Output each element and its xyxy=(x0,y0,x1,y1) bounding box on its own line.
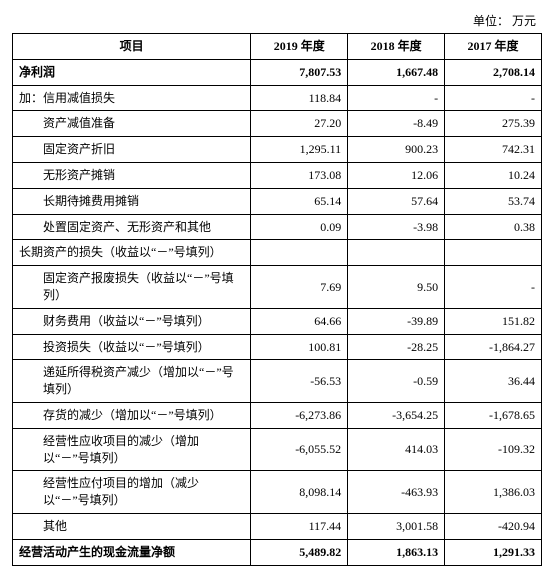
row-value: 53.74 xyxy=(445,188,542,214)
col-header-item: 项目 xyxy=(13,34,251,60)
row-value: -3,654.25 xyxy=(348,402,445,428)
row-label: 固定资产折旧 xyxy=(13,137,251,163)
row-value: 1,386.03 xyxy=(445,471,542,514)
row-value: 275.39 xyxy=(445,111,542,137)
table-row: 其他117.443,001.58-420.94 xyxy=(13,513,542,539)
row-label: 经营性应收项目的减少（增加以“－”号填列） xyxy=(13,428,251,471)
table-row: 长期待摊费用摊销65.1457.6453.74 xyxy=(13,188,542,214)
table-row: 净利润7,807.531,667.482,708.14 xyxy=(13,59,542,85)
row-label: 固定资产报废损失（收益以“－”号填列） xyxy=(13,266,251,309)
row-value: 2,708.14 xyxy=(445,59,542,85)
row-value: 100.81 xyxy=(251,334,348,360)
row-label: 经营活动产生的现金流量净额 xyxy=(13,539,251,565)
row-label: 净利润 xyxy=(13,59,251,85)
row-value: -420.94 xyxy=(445,513,542,539)
table-row: 存货的减少（增加以“－”号填列）-6,273.86-3,654.25-1,678… xyxy=(13,402,542,428)
row-value: 3,001.58 xyxy=(348,513,445,539)
row-value: 118.84 xyxy=(251,85,348,111)
row-value: -0.59 xyxy=(348,360,445,403)
row-value: - xyxy=(348,85,445,111)
row-value: -1,678.65 xyxy=(445,402,542,428)
row-value xyxy=(445,240,542,266)
table-row: 处置固定资产、无形资产和其他0.09-3.980.38 xyxy=(13,214,542,240)
row-value: 12.06 xyxy=(348,162,445,188)
row-value: 27.20 xyxy=(251,111,348,137)
row-label: 长期待摊费用摊销 xyxy=(13,188,251,214)
table-header-row: 项目 2019 年度 2018 年度 2017 年度 xyxy=(13,34,542,60)
financial-table: 项目 2019 年度 2018 年度 2017 年度 净利润7,807.531,… xyxy=(12,33,542,566)
row-value: 900.23 xyxy=(348,137,445,163)
col-header-2019: 2019 年度 xyxy=(251,34,348,60)
table-row: 财务费用（收益以“－”号填列）64.66-39.89151.82 xyxy=(13,308,542,334)
table-row: 资产减值准备27.20-8.49275.39 xyxy=(13,111,542,137)
row-label: 经营性应付项目的增加（减少以“－”号填列） xyxy=(13,471,251,514)
table-row: 长期资产的损失（收益以“－”号填列） xyxy=(13,240,542,266)
row-value xyxy=(251,240,348,266)
row-value: 7,807.53 xyxy=(251,59,348,85)
row-value: 36.44 xyxy=(445,360,542,403)
table-row: 经营活动产生的现金流量净额5,489.821,863.131,291.33 xyxy=(13,539,542,565)
col-header-2017: 2017 年度 xyxy=(445,34,542,60)
row-value: 65.14 xyxy=(251,188,348,214)
table-row: 固定资产折旧1,295.11900.23742.31 xyxy=(13,137,542,163)
table-row: 经营性应付项目的增加（减少以“－”号填列）8,098.14-463.931,38… xyxy=(13,471,542,514)
table-row: 固定资产报废损失（收益以“－”号填列）7.699.50- xyxy=(13,266,542,309)
row-value: 0.38 xyxy=(445,214,542,240)
row-label: 财务费用（收益以“－”号填列） xyxy=(13,308,251,334)
row-value: -463.93 xyxy=(348,471,445,514)
row-label: 存货的减少（增加以“－”号填列） xyxy=(13,402,251,428)
row-value: 1,863.13 xyxy=(348,539,445,565)
table-row: 投资损失（收益以“－”号填列）100.81-28.25-1,864.27 xyxy=(13,334,542,360)
row-label: 长期资产的损失（收益以“－”号填列） xyxy=(13,240,251,266)
row-label: 投资损失（收益以“－”号填列） xyxy=(13,334,251,360)
row-value: -6,055.52 xyxy=(251,428,348,471)
table-row: 经营性应收项目的减少（增加以“－”号填列）-6,055.52414.03-109… xyxy=(13,428,542,471)
row-label: 递延所得税资产减少（增加以“－”号填列） xyxy=(13,360,251,403)
row-value: 8,098.14 xyxy=(251,471,348,514)
row-label: 无形资产摊销 xyxy=(13,162,251,188)
row-value: -28.25 xyxy=(348,334,445,360)
row-value: 7.69 xyxy=(251,266,348,309)
row-value: 414.03 xyxy=(348,428,445,471)
table-body: 净利润7,807.531,667.482,708.14加：信用减值损失118.8… xyxy=(13,59,542,565)
row-value: - xyxy=(445,85,542,111)
row-value: -39.89 xyxy=(348,308,445,334)
row-value: -56.53 xyxy=(251,360,348,403)
row-value: 173.08 xyxy=(251,162,348,188)
row-value: 1,291.33 xyxy=(445,539,542,565)
row-value: 0.09 xyxy=(251,214,348,240)
row-value: 5,489.82 xyxy=(251,539,348,565)
row-value: -3.98 xyxy=(348,214,445,240)
row-value: 64.66 xyxy=(251,308,348,334)
row-value: -109.32 xyxy=(445,428,542,471)
row-value: 57.64 xyxy=(348,188,445,214)
row-value: 151.82 xyxy=(445,308,542,334)
row-label: 其他 xyxy=(13,513,251,539)
row-label: 资产减值准备 xyxy=(13,111,251,137)
row-value: -1,864.27 xyxy=(445,334,542,360)
row-value: 117.44 xyxy=(251,513,348,539)
row-value: 9.50 xyxy=(348,266,445,309)
table-row: 递延所得税资产减少（增加以“－”号填列）-56.53-0.5936.44 xyxy=(13,360,542,403)
row-value: -6,273.86 xyxy=(251,402,348,428)
row-value: - xyxy=(445,266,542,309)
row-value: 742.31 xyxy=(445,137,542,163)
col-header-2018: 2018 年度 xyxy=(348,34,445,60)
row-value: -8.49 xyxy=(348,111,445,137)
row-value: 1,667.48 xyxy=(348,59,445,85)
row-value: 10.24 xyxy=(445,162,542,188)
unit-label: 单位： 万元 xyxy=(12,12,542,29)
table-row: 无形资产摊销173.0812.0610.24 xyxy=(13,162,542,188)
row-value: 1,295.11 xyxy=(251,137,348,163)
row-label: 加：信用减值损失 xyxy=(13,85,251,111)
row-value xyxy=(348,240,445,266)
row-label: 处置固定资产、无形资产和其他 xyxy=(13,214,251,240)
table-row: 加：信用减值损失118.84-- xyxy=(13,85,542,111)
